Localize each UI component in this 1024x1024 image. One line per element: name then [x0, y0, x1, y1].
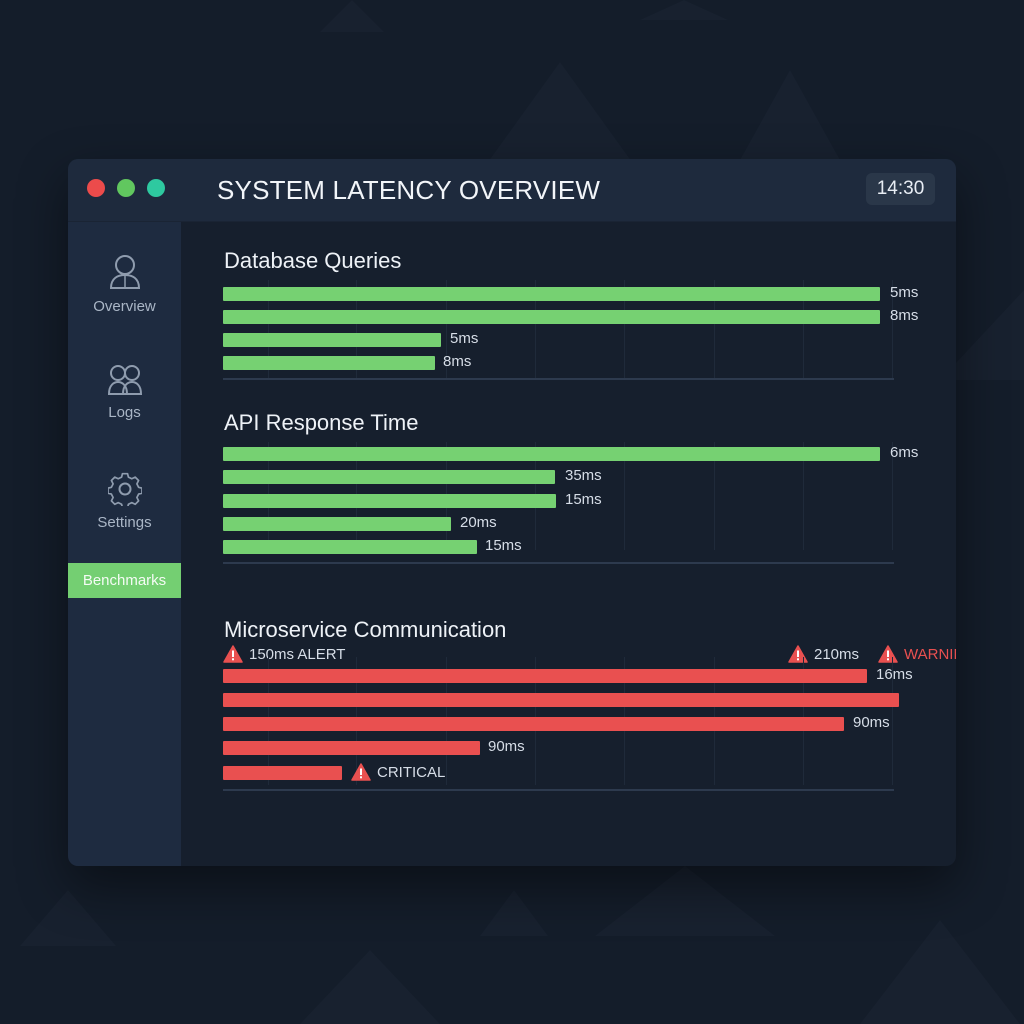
bar-value-label: 35ms	[565, 467, 602, 484]
critical-annotation: CRITICAL	[351, 763, 445, 781]
bar	[223, 669, 867, 683]
chart-title: Database Queries	[224, 248, 402, 273]
alert-annotation: 150ms ALERT	[223, 645, 345, 663]
x-axis	[223, 378, 894, 380]
bg-triangle	[595, 866, 775, 936]
bar	[223, 447, 880, 461]
sidebar-item-overview[interactable]: Overview	[68, 254, 181, 315]
bar	[223, 540, 477, 554]
bar-value-label: 6ms	[890, 444, 919, 461]
chart-api-response-time: API Response Time 6ms 35ms 15ms 20ms 15m…	[181, 407, 956, 587]
bg-triangle	[640, 0, 728, 20]
bar-value-label: 5ms	[450, 330, 479, 347]
bar	[223, 517, 451, 531]
bar-value-label: 8ms	[890, 307, 919, 324]
peak-annotation: 210ms	[788, 645, 859, 663]
bar	[223, 717, 844, 731]
bar	[223, 356, 435, 370]
bar-value-label: 16ms	[876, 666, 913, 683]
warning-icon	[788, 645, 808, 663]
chart-database-queries: Database Queries 5ms 8ms 5ms 8ms	[181, 222, 956, 392]
alert-label: 150ms ALERT	[249, 645, 346, 663]
bar-value-label: 90ms	[853, 714, 890, 731]
chart-grid	[223, 280, 894, 378]
minimize-button[interactable]	[117, 179, 135, 197]
bar-value-label: 15ms	[565, 491, 602, 508]
bar	[223, 693, 899, 707]
bg-triangle	[20, 890, 116, 946]
warning-icon	[223, 645, 243, 663]
bg-triangle	[320, 0, 384, 32]
bar-value-label: 90ms	[488, 738, 525, 755]
bg-triangle	[740, 70, 840, 160]
bg-triangle	[860, 920, 1020, 1024]
bar-value-label: 15ms	[485, 537, 522, 554]
bar-value-label: 20ms	[460, 514, 497, 531]
sidebar-item-label: Logs	[108, 404, 141, 421]
chart-microservice-communication: Microservice Communication 150ms ALERT 2…	[181, 615, 956, 855]
title-bar: SYSTEM LATENCY OVERVIEW 14:30	[68, 159, 956, 222]
sidebar: Overview Logs Settings Benchmarks	[68, 222, 181, 866]
sidebar-item-settings[interactable]: Settings	[68, 472, 181, 531]
x-axis	[223, 789, 894, 791]
close-button[interactable]	[87, 179, 105, 197]
bar	[223, 333, 441, 347]
user-icon	[109, 255, 140, 289]
sidebar-item-benchmarks[interactable]: Benchmarks	[68, 563, 181, 598]
sidebar-item-logs[interactable]: Logs	[68, 364, 181, 421]
x-axis	[223, 562, 894, 564]
bar	[223, 470, 555, 484]
warning-label: WARNING	[904, 645, 956, 663]
maximize-button[interactable]	[147, 179, 165, 197]
clock-badge: 14:30	[866, 173, 935, 205]
bg-triangle	[488, 62, 632, 162]
bg-triangle	[300, 950, 440, 1024]
bg-triangle	[480, 890, 548, 936]
users-icon	[107, 365, 142, 395]
bar	[223, 494, 556, 508]
main-content: Database Queries 5ms 8ms 5ms 8ms	[181, 222, 956, 866]
bar	[223, 310, 880, 324]
sidebar-item-label: Settings	[97, 514, 152, 531]
chart-title: Microservice Communication	[224, 617, 507, 642]
bar	[223, 766, 342, 780]
bar-value-label: 8ms	[443, 353, 472, 370]
chart-title: API Response Time	[224, 410, 419, 435]
app-window: SYSTEM LATENCY OVERVIEW 14:30 Overview L…	[68, 159, 956, 866]
window-title: SYSTEM LATENCY OVERVIEW	[217, 175, 601, 205]
bar	[223, 287, 880, 301]
warning-icon	[351, 763, 371, 781]
sidebar-item-label: Benchmarks	[82, 572, 167, 589]
bar	[223, 741, 480, 755]
peak-value-label: 210ms	[814, 645, 860, 663]
critical-label: CRITICAL	[377, 763, 446, 781]
bar-value-label: 5ms	[890, 284, 919, 301]
gear-icon	[107, 472, 142, 506]
sidebar-item-label: Overview	[93, 298, 156, 315]
